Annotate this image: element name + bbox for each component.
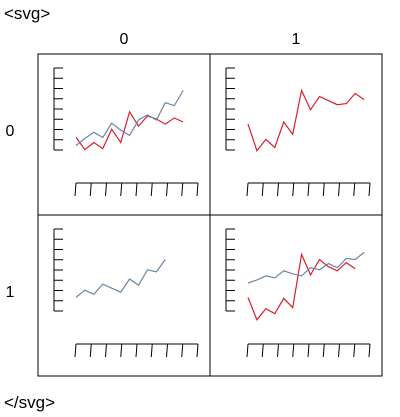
x-tick <box>322 182 325 197</box>
x-tick <box>261 182 264 197</box>
panel-0-1 <box>209 53 383 216</box>
x-tick <box>307 182 310 197</box>
svg-open-tag: <svg> <box>4 4 51 23</box>
column-label-1: 1 <box>292 31 301 48</box>
series-line-series_0 <box>247 88 365 152</box>
x-tick <box>368 343 371 358</box>
x-tick <box>89 343 92 358</box>
x-tick <box>353 182 356 197</box>
series-line-series_0 <box>247 252 356 321</box>
column-label-0: 0 <box>120 31 129 48</box>
x-tick <box>338 343 340 358</box>
x-tick <box>196 343 199 358</box>
panel-frame <box>209 214 383 377</box>
x-tick <box>120 343 123 358</box>
x-tick <box>246 343 249 358</box>
panel-1-0 <box>37 214 211 377</box>
series-line-series_0 <box>75 110 184 151</box>
x-tick <box>307 343 310 358</box>
series-line-series_1 <box>75 259 166 298</box>
x-tick <box>150 182 153 197</box>
panel-frame <box>37 214 211 377</box>
x-tick <box>292 343 295 358</box>
x-tick <box>292 182 295 197</box>
series-line-series_1 <box>75 90 184 147</box>
x-tick <box>338 182 340 197</box>
x-tick <box>74 343 77 358</box>
x-tick <box>181 182 184 197</box>
x-tick <box>368 182 371 197</box>
x-tick <box>120 182 123 197</box>
x-tick <box>166 182 168 197</box>
x-tick <box>181 343 184 358</box>
x-tick <box>150 343 153 358</box>
panel-0-0 <box>37 53 211 216</box>
x-tick <box>166 343 168 358</box>
x-tick <box>135 343 138 358</box>
row-label-1: 1 <box>6 284 15 301</box>
x-tick <box>261 343 264 358</box>
x-tick <box>322 343 325 358</box>
svg-close-tag: </svg> <box>4 393 56 412</box>
panel-1-1 <box>209 214 383 377</box>
panel-frame <box>209 53 383 216</box>
x-tick <box>196 182 199 197</box>
row-label-0: 0 <box>6 123 15 140</box>
x-tick <box>353 343 356 358</box>
x-tick <box>277 182 279 197</box>
x-tick <box>135 182 138 197</box>
x-tick <box>74 182 77 197</box>
x-tick <box>105 343 107 358</box>
x-tick <box>89 182 92 197</box>
x-tick <box>246 182 249 197</box>
panel-frame <box>37 53 211 216</box>
series-line-series_1 <box>247 251 365 284</box>
x-tick <box>277 343 279 358</box>
x-tick <box>105 182 107 197</box>
